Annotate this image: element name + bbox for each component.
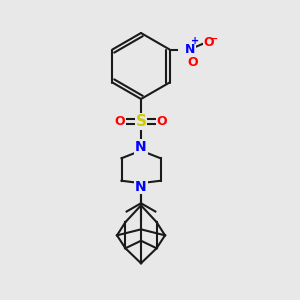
- Text: O: O: [188, 56, 198, 69]
- Text: O: O: [203, 35, 214, 49]
- Text: +: +: [191, 36, 200, 46]
- Text: −: −: [209, 33, 219, 43]
- Text: N: N: [135, 140, 147, 154]
- Text: N: N: [185, 43, 195, 56]
- Text: S: S: [136, 114, 146, 129]
- Text: O: O: [157, 115, 167, 128]
- Text: O: O: [115, 115, 125, 128]
- Text: N: N: [135, 180, 147, 194]
